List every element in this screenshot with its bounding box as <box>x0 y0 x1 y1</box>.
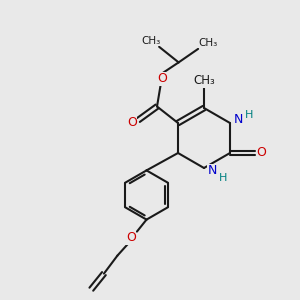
Text: CH₃: CH₃ <box>193 74 215 88</box>
Text: N: N <box>234 113 243 126</box>
Text: H: H <box>218 172 227 183</box>
Text: O: O <box>126 231 136 244</box>
Text: CH₃: CH₃ <box>198 38 217 48</box>
Text: O: O <box>127 116 137 130</box>
Text: O: O <box>256 146 266 160</box>
Text: O: O <box>157 72 167 86</box>
Text: H: H <box>244 110 253 120</box>
Text: CH₃: CH₃ <box>141 36 160 46</box>
Text: N: N <box>208 164 217 178</box>
